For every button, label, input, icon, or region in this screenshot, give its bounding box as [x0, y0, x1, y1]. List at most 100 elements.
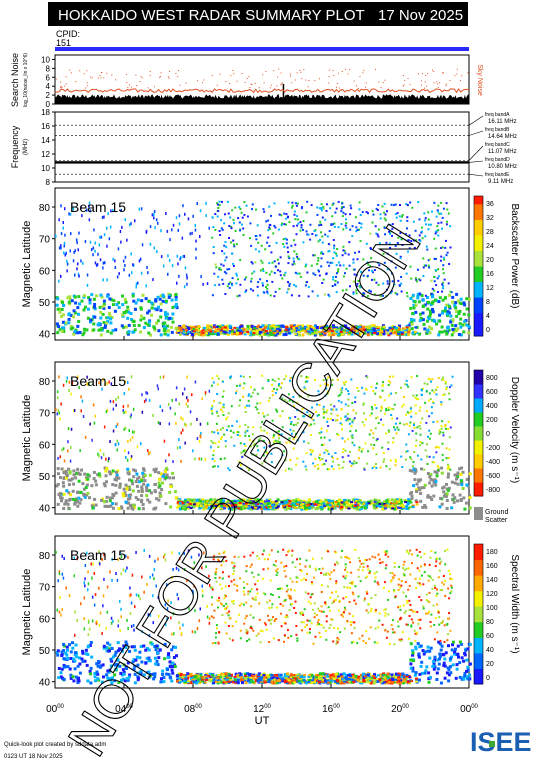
scatter-cell: [415, 488, 419, 492]
scatter-cell: [398, 327, 402, 331]
scatter-cell: [458, 322, 462, 326]
scatter-cell: [98, 474, 102, 478]
scatter-cell: [141, 471, 145, 475]
scatter-cell: [279, 386, 282, 389]
scatter-cell: [204, 506, 208, 509]
scatter-cell: [337, 261, 340, 264]
scatter-cell: [429, 646, 433, 650]
scatter-cell: [353, 460, 356, 463]
scatter-cell: [301, 407, 304, 410]
scatter-cell: [248, 435, 251, 438]
scatter-cell: [415, 432, 418, 435]
scatter-cell: [291, 206, 293, 209]
scatter-cell: [384, 213, 387, 216]
scatter-cell: [162, 327, 166, 331]
scatter-cell: [301, 326, 305, 330]
scatter-cell: [296, 409, 299, 412]
scatter-cell: [445, 312, 449, 316]
scatter-cell: [78, 330, 82, 334]
scatter-cell: [61, 320, 65, 324]
scatter-cell: [270, 332, 273, 336]
scatter-cell: [121, 492, 125, 496]
scatter-cell: [342, 329, 346, 332]
scatter-cell: [115, 425, 117, 428]
scatter-cell: [116, 422, 119, 426]
scatter-cell: [309, 503, 313, 505]
scatter-cell: [432, 402, 435, 404]
scatter-cell: [320, 207, 322, 210]
scatter-cell: [412, 394, 415, 397]
panel-cells: [55, 548, 472, 685]
scatter-cell: [438, 330, 442, 334]
scatter-cell: [180, 326, 184, 330]
scatter-cell: [278, 287, 281, 290]
scatter-cell: [280, 214, 283, 217]
scatter-cell: [352, 261, 355, 264]
scatter-cell: [253, 270, 256, 273]
scatter-cell: [275, 431, 278, 433]
scatter-cell: [282, 333, 286, 337]
scatter-cell: [194, 228, 197, 232]
scatter-cell: [447, 420, 450, 423]
scatter-cell: [425, 332, 429, 335]
scatter-cell: [197, 333, 201, 337]
scatter-cell: [81, 482, 85, 486]
scatter-cell: [345, 326, 349, 329]
scatter-cell: [104, 499, 108, 503]
scatter-cell: [131, 660, 135, 664]
ground-scatter-label: Scatter: [485, 517, 508, 524]
scatter-cell: [112, 257, 114, 261]
scatter-cell: [399, 422, 402, 425]
scatter-cell: [94, 261, 97, 265]
scatter-cell: [98, 328, 102, 332]
scatter-cell: [355, 285, 358, 288]
scatter-cell: [445, 331, 449, 335]
scatter-cell: [121, 225, 123, 229]
scatter-cell: [179, 332, 182, 336]
scatter-cell: [69, 313, 73, 317]
scatter-cell: [452, 652, 456, 656]
scatter-cell: [202, 333, 206, 337]
scatter-cell: [128, 387, 130, 391]
cpid-label: CPID:: [56, 29, 80, 39]
scatter-cell: [437, 377, 440, 379]
sky-noise-point: [100, 77, 102, 79]
scatter-cell: [300, 226, 303, 229]
scatter-cell: [243, 278, 246, 281]
scatter-cell: [423, 219, 426, 222]
scatter-cell: [328, 332, 332, 334]
scatter-cell: [373, 293, 376, 296]
scatter-cell: [195, 247, 197, 251]
scatter-cell: [436, 667, 440, 671]
scatter-cell: [175, 506, 179, 509]
scatter-cell: [83, 327, 86, 331]
scatter-cell: [168, 258, 171, 262]
scatter-cell: [403, 499, 407, 503]
scatter-cell: [237, 329, 241, 332]
scatter-cell: [341, 289, 344, 292]
scatter-cell: [288, 282, 291, 285]
scatter-cell: [327, 330, 331, 333]
scatter-cell: [353, 268, 356, 271]
scatter-cell: [204, 458, 207, 461]
scatter-cell: [313, 465, 316, 468]
colorbar-frame: [473, 369, 484, 497]
scatter-cell: [382, 452, 385, 454]
scatter-cell: [300, 395, 303, 398]
scatter-cell: [399, 204, 401, 206]
scatter-cell: [386, 329, 390, 332]
scatter-cell: [158, 297, 162, 301]
scatter-cell: [361, 448, 364, 451]
scatter-cell: [336, 505, 340, 508]
scatter-cell: [307, 504, 311, 508]
scatter-cell: [179, 445, 181, 449]
scatter-cell: [195, 239, 197, 243]
scatter-cell: [341, 437, 344, 440]
sky-noise-point: [349, 69, 351, 71]
scatter-cell: [187, 217, 190, 221]
scatter-cell: [415, 445, 417, 447]
colorbar-segment: [474, 426, 483, 434]
scatter-cell: [360, 450, 363, 453]
scatter-cell: [445, 499, 449, 502]
